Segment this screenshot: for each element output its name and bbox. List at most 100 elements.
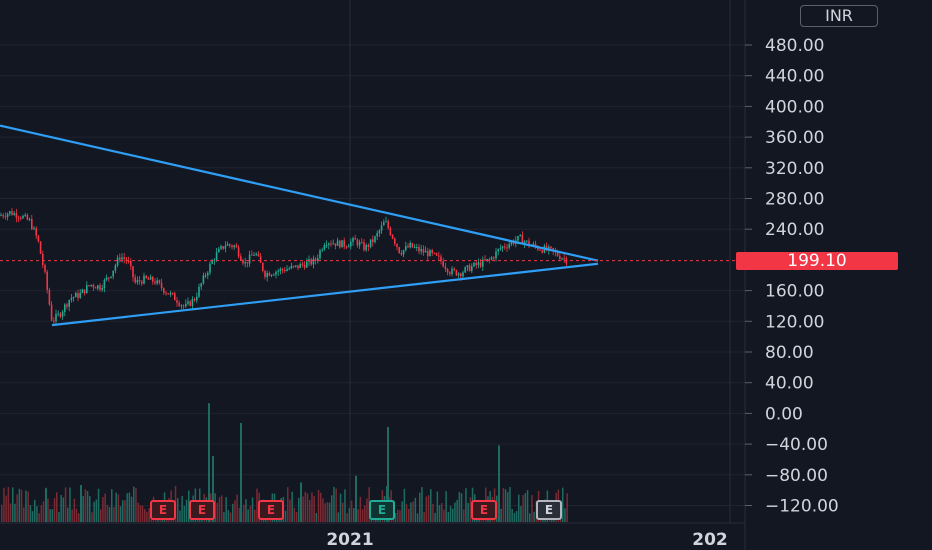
volume-bar — [353, 508, 355, 522]
candle-body — [246, 262, 249, 264]
price-tick-label: 360.00 — [765, 128, 824, 148]
volume-spike — [355, 475, 357, 522]
volume-bar — [509, 487, 511, 522]
volume-bar — [414, 497, 417, 522]
candle-body — [253, 254, 255, 256]
candle-body — [240, 256, 242, 261]
candle-body — [297, 265, 299, 269]
candle-body — [497, 248, 499, 252]
candle-body — [204, 275, 207, 277]
volume-bar — [504, 489, 507, 522]
earnings-marker[interactable]: E — [471, 500, 497, 520]
volume-bar — [40, 505, 43, 522]
volume-bar — [436, 491, 439, 522]
candle-body — [26, 214, 29, 220]
candle-body — [279, 268, 282, 271]
volume-bar — [188, 490, 190, 522]
price-candles — [0, 208, 568, 326]
price-axis[interactable]: 480.00 440.00 400.00 360.00 320.00 280.00 240.… — [745, 36, 839, 517]
time-axis[interactable]: 2021 202 — [326, 530, 727, 550]
volume-bar — [234, 500, 236, 522]
volume-bar — [249, 505, 252, 522]
candle-body — [495, 251, 497, 259]
volume-bar — [324, 503, 326, 522]
volume-bar — [304, 491, 307, 522]
earnings-marker[interactable]: E — [189, 500, 215, 520]
volume-bar — [366, 498, 368, 522]
trendline-upper[interactable] — [0, 124, 599, 262]
volume-bar — [507, 492, 509, 522]
volume-bar — [447, 511, 450, 522]
volume-bar — [225, 497, 227, 522]
volume-spike — [208, 403, 210, 522]
volume-bar — [399, 510, 401, 522]
earnings-marker[interactable]: E — [150, 500, 176, 520]
candle-body — [46, 271, 48, 290]
volume-bar — [229, 512, 232, 522]
candle-body — [6, 213, 9, 217]
volume-bar — [427, 495, 430, 522]
candle-body — [433, 252, 436, 254]
volume-bar — [337, 512, 340, 522]
candle-body — [37, 235, 40, 242]
candle-body — [407, 246, 409, 248]
candle-body — [376, 233, 378, 237]
candle-body — [286, 269, 288, 272]
candle-body — [493, 257, 495, 259]
volume-bar — [298, 497, 300, 522]
trendline-lower[interactable] — [51, 262, 599, 327]
volume-bar — [247, 509, 249, 522]
candle-body — [343, 240, 345, 247]
candle-body — [284, 269, 286, 272]
candle-body — [391, 234, 394, 239]
candle-body — [187, 301, 189, 304]
volume-bar — [328, 502, 331, 522]
candle-body — [365, 244, 367, 251]
candle-body — [77, 293, 79, 298]
trendlines[interactable] — [0, 124, 599, 327]
candle-body — [268, 272, 271, 276]
candle-body — [429, 250, 431, 257]
candle-body — [288, 268, 290, 270]
candle-body — [457, 273, 460, 276]
volume-bar — [306, 493, 309, 522]
volume-bar — [18, 488, 21, 522]
volume-bar — [47, 498, 49, 522]
time-tick-label: 2021 — [326, 530, 373, 550]
candle-body — [310, 259, 312, 265]
volume-bar — [111, 489, 113, 522]
candle-body — [477, 262, 480, 266]
volume-bar — [502, 488, 505, 522]
price-tick-label: −80.00 — [765, 466, 828, 486]
earnings-marker[interactable]: E — [369, 500, 395, 520]
earnings-marker[interactable]: E — [536, 500, 562, 520]
volume-bar — [465, 488, 467, 522]
candle-body — [341, 240, 343, 248]
volume-bar — [520, 506, 522, 522]
candle-body — [222, 246, 224, 249]
candle-body — [479, 262, 482, 267]
candle-body — [130, 261, 132, 267]
volume-bar — [60, 494, 62, 522]
candle-body — [202, 275, 205, 284]
volume-bar — [236, 494, 238, 522]
volume-bar — [256, 488, 258, 522]
volume-bar — [410, 502, 412, 522]
candle-body — [389, 228, 392, 235]
volume-bar — [5, 495, 7, 522]
volume-bar — [117, 494, 120, 522]
candle-body — [156, 280, 158, 284]
candle-body — [213, 259, 216, 261]
currency-badge[interactable]: INR — [800, 5, 878, 27]
candle-body — [418, 247, 420, 252]
earnings-marker[interactable]: E — [258, 500, 284, 520]
volume-bar — [423, 512, 425, 522]
volume-bar — [342, 502, 344, 522]
candle-body — [103, 279, 106, 289]
volume-bar — [51, 509, 54, 522]
candle-body — [275, 271, 277, 275]
candle-body — [471, 266, 473, 272]
volume-bar — [9, 503, 12, 522]
volume-bar — [12, 487, 14, 522]
